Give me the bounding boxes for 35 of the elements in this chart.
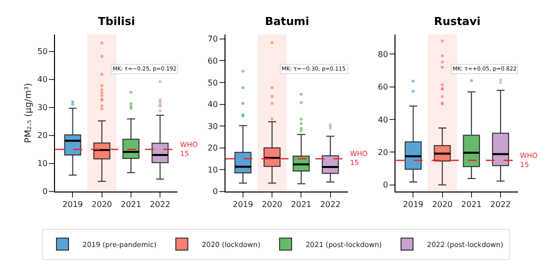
x-tick-label: 2020 (262, 200, 282, 210)
chart-title: Tbilisi (98, 15, 136, 28)
x-tick-label: 2020 (432, 200, 452, 210)
y-tick-label: 30 (208, 122, 218, 131)
x-tick-label: 2019 (403, 200, 424, 210)
y-tick-label: 20 (378, 148, 388, 157)
x-tick-label: 2021 (291, 200, 312, 210)
y-tick-label: 0 (212, 187, 218, 196)
y-axis-title: PM₂.₅ (μg/m³) (24, 82, 34, 143)
y-tick-label: 0 (383, 180, 388, 190)
x-tick-label: 2022 (150, 200, 170, 210)
y-tick-label: 10 (37, 159, 48, 168)
y-tick-label: 20 (208, 144, 218, 153)
y-tick-label: 0 (42, 187, 48, 196)
chart-title: Rustavi (434, 15, 480, 28)
y-tick-label: 40 (37, 75, 48, 84)
y-tick-label: 70 (208, 34, 218, 44)
y-tick-label: 60 (378, 82, 388, 92)
x-tick-label: 2021 (461, 200, 482, 210)
y-tick-label: 10 (208, 165, 218, 174)
y-tick-label: 80 (378, 50, 388, 59)
x-tick-label: 2021 (120, 200, 142, 210)
x-tick-label: 2022 (320, 200, 341, 210)
x-tick-label: 2022 (490, 200, 511, 210)
x-tick-label: 2019 (62, 200, 83, 210)
y-tick-label: 20 (37, 131, 48, 140)
y-tick-label: 40 (378, 115, 388, 124)
y-tick-label: 30 (37, 103, 48, 112)
x-tick-label: 2019 (232, 200, 254, 210)
chart-title: Batumi (265, 15, 310, 28)
y-tick-label: 50 (37, 47, 48, 56)
x-tick-label: 2020 (92, 200, 112, 210)
y-tick-label: 50 (208, 78, 218, 88)
y-tick-label: 40 (208, 100, 218, 110)
y-tick-label: 60 (208, 56, 218, 66)
